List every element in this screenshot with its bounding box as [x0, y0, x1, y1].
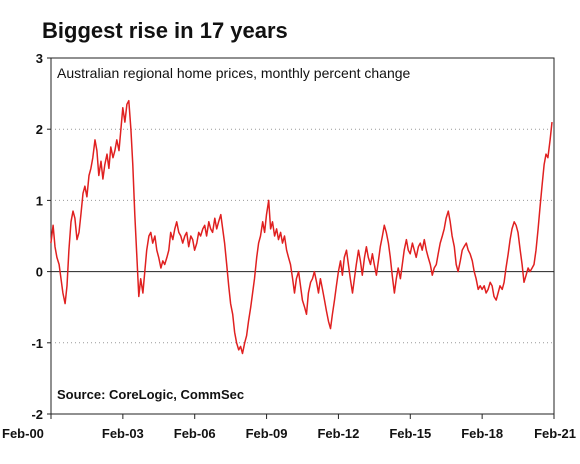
y-tick-label: -2 — [31, 407, 43, 422]
x-tick-label: Feb-12 — [317, 426, 359, 441]
y-tick-label: -1 — [31, 336, 43, 351]
x-tick-label: Feb-21 — [534, 426, 576, 441]
y-axis-ticks: 3 2 1 0 -1 -2 — [31, 51, 51, 422]
chart-title: Biggest rise in 17 years — [42, 18, 288, 43]
x-tick-label: Feb-00 — [2, 426, 44, 441]
y-tick-label: 3 — [36, 51, 43, 66]
series-line — [50, 99, 553, 355]
grid-lines — [51, 128, 554, 344]
plot-area-frame — [50, 57, 555, 415]
y-tick-label: 0 — [36, 265, 43, 280]
x-tick-label: Feb-09 — [246, 426, 288, 441]
chart-subtitle: Australian regional home prices, monthly… — [57, 65, 411, 81]
source-note: Source: CoreLogic, CommSec — [57, 387, 244, 402]
y-tick-label: 1 — [36, 193, 43, 208]
x-tick-label: Feb-15 — [389, 426, 431, 441]
x-axis-ticks: Feb-00 Feb-03 Feb-06 Feb-09 Feb-12 Feb-15 Feb-… — [2, 414, 576, 441]
x-tick-label: Feb-18 — [461, 426, 503, 441]
y-tick-label: 2 — [36, 122, 43, 137]
x-tick-label: Feb-03 — [102, 426, 144, 441]
x-tick-label: Feb-06 — [174, 426, 216, 441]
